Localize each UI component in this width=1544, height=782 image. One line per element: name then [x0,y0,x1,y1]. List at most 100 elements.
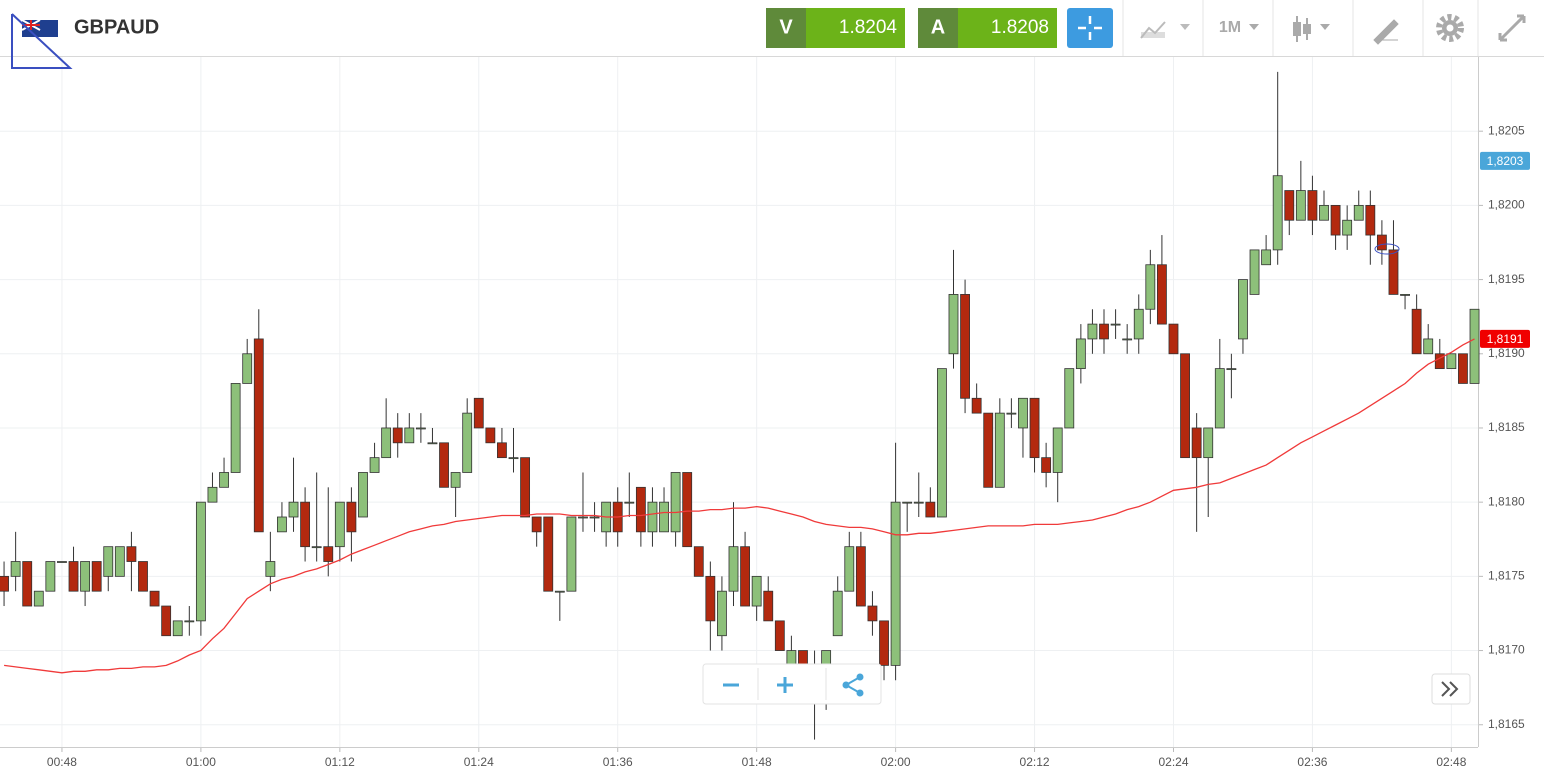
candle-body [1087,323,1098,340]
x-tick-label: 01:36 [603,755,633,769]
candle-body [404,427,415,444]
candle-body [1295,190,1306,221]
candle-body [1029,397,1040,459]
candle-body [300,501,311,548]
candle-body [68,561,79,592]
candle-body [983,412,994,488]
x-tick-label: 02:36 [1297,755,1327,769]
price-tag-label: 1,8203 [1487,154,1524,168]
candle-body [682,472,693,548]
candle-body [439,442,449,488]
zoom-in-button[interactable] [777,677,793,693]
fullscreen-button[interactable] [1498,14,1526,42]
candle-body [485,427,496,444]
candle-body [751,575,762,607]
candle-body [334,501,345,548]
candle-body [207,486,218,503]
timeframe-button[interactable]: 1M [1219,19,1241,36]
candle-body [659,501,669,533]
candle-body [253,338,264,533]
candle-body [902,501,913,504]
drawing-ellipse [1374,243,1400,255]
symbol: GBPAUD [74,16,159,38]
candle-body [1180,353,1190,459]
candle-body [1191,427,1202,459]
candle-body [1353,204,1364,221]
candle-body [103,546,114,577]
candle-body [126,546,137,562]
x-tick-label: 02:48 [1436,755,1466,769]
candle-body [1400,294,1410,296]
buy-label[interactable]: A [931,16,945,38]
candle-body [57,561,67,563]
candle-body [195,501,206,622]
sell-price-box[interactable] [806,8,905,48]
y-tick-label: 1,8185 [1488,420,1525,434]
candle-body [311,546,322,549]
candle-body [844,546,855,592]
candle-body [91,561,102,592]
candle-body [45,561,56,592]
candle-body [1365,204,1376,236]
candle-body [578,516,588,519]
candle-body [242,353,253,384]
settings-button[interactable] [1436,14,1464,42]
y-tick-label: 1,8165 [1488,717,1525,731]
candle-body [149,590,160,607]
candle-body [161,605,172,637]
x-tick-label: 02:12 [1020,755,1050,769]
candle-body [288,501,299,518]
candle-body [277,516,287,533]
sell-label[interactable]: V [779,16,793,38]
candle-body [497,442,507,459]
x-tick-label: 01:00 [186,755,216,769]
candle-body [554,590,565,593]
candle-body [323,546,334,562]
candle-body [346,501,357,533]
timeframe-arrow[interactable] [1249,24,1259,30]
candle-body [717,590,727,637]
candle-body [647,501,658,533]
candle-body [763,590,774,622]
draw-tool-button[interactable] [1373,19,1399,45]
candle-body [369,457,380,473]
crosshair-button[interactable] [1067,8,1113,48]
y-tick-label: 1,8175 [1488,569,1525,583]
candle-body [1284,190,1295,221]
scroll-right-button[interactable] [1431,673,1471,705]
candle-body [705,575,716,622]
x-tick-label: 00:48 [47,755,77,769]
candle-body [358,472,368,518]
sell-label-box[interactable] [766,8,806,48]
candle-body [508,457,519,460]
candle-body [138,561,148,592]
sell-price[interactable]: 1.8204 [839,17,898,38]
buy-price[interactable]: 1.8208 [991,17,1049,38]
candle-body [1388,249,1399,295]
price-tag [1480,329,1530,348]
candle-body [450,472,461,488]
buy-price-box[interactable] [958,8,1057,48]
candle-body [624,501,635,504]
y-tick-label: 1,8200 [1488,198,1525,212]
candle-body [1052,427,1063,473]
candle-body [1469,308,1480,384]
candle-body [1272,175,1283,251]
share-button[interactable] [842,673,864,697]
chart-type-button[interactable] [1140,21,1190,39]
candle-body [0,575,9,592]
candle-body [1446,353,1457,370]
candle-type-button[interactable] [1293,16,1330,42]
buy-label-box[interactable] [918,8,958,48]
candle-body [925,501,936,518]
candle-body [1226,368,1237,371]
candle-body [855,546,866,607]
candle-body [1319,204,1329,221]
candle-body [80,561,91,592]
candle-body [1423,338,1434,355]
candle-body [890,501,901,666]
candle-body [774,620,785,651]
candle-body [971,397,982,414]
price-tag [1480,151,1530,170]
candle-body [936,368,947,518]
